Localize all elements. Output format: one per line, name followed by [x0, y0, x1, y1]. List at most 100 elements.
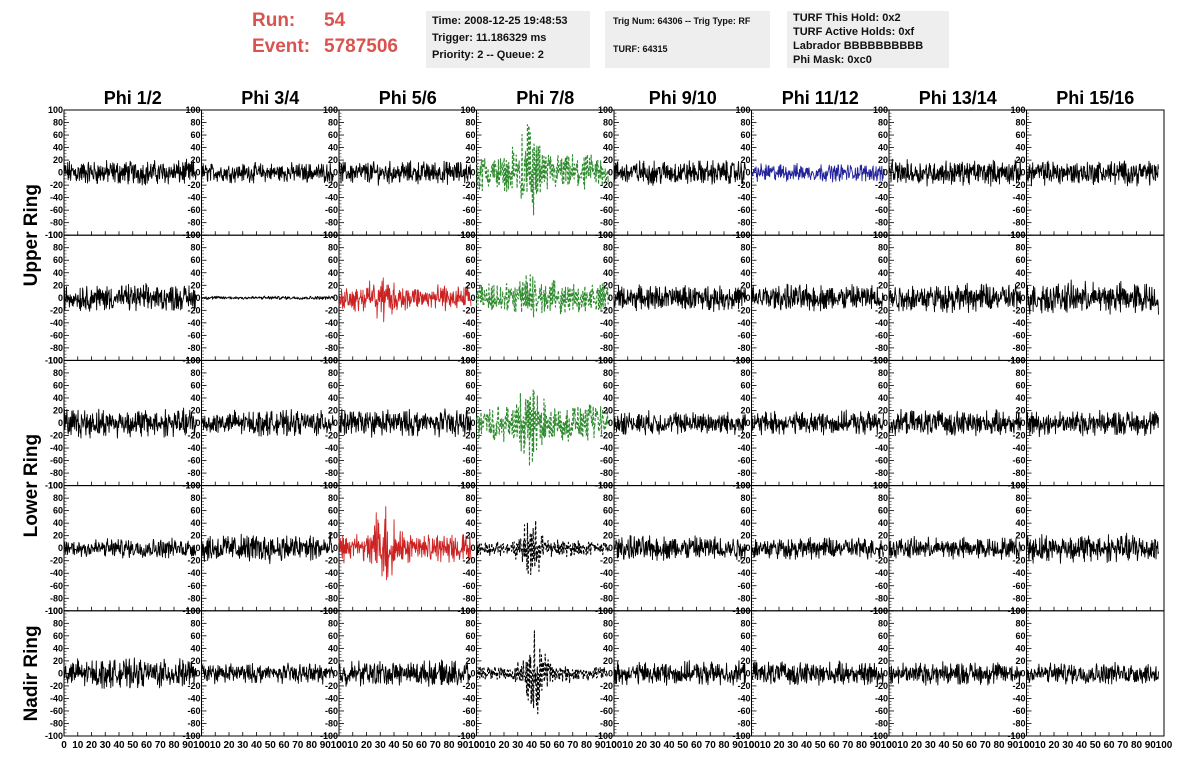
waveform-r5-c6	[751, 660, 884, 687]
y-tick-label: 100	[873, 105, 888, 115]
x-tick-label: 60	[1103, 740, 1115, 751]
y-tick-label: 20	[190, 531, 200, 541]
y-tick-label: 60	[53, 380, 63, 390]
y-tick-label: -40	[325, 193, 338, 203]
trigger-text: Trigger: 11.186329 ms	[432, 32, 547, 44]
x-tick-label: 90	[320, 740, 332, 751]
y-tick-label: -20	[187, 305, 200, 315]
y-tick-label: 0	[333, 293, 338, 303]
x-tick-label: 60	[828, 740, 840, 751]
y-tick-label: -40	[600, 693, 613, 703]
x-tick-label: 40	[938, 740, 950, 751]
y-tick-label: -20	[325, 431, 338, 441]
x-tick-label: 100	[1156, 740, 1173, 751]
waveform-r5-c4	[475, 630, 609, 715]
y-tick-label: 80	[1015, 368, 1025, 378]
y-tick-label: 40	[190, 643, 200, 653]
y-tick-label: 0	[745, 293, 750, 303]
x-tick-label: 80	[443, 740, 455, 751]
y-tick-label: 40	[603, 518, 613, 528]
x-tick-label: 100	[193, 740, 210, 751]
y-tick-label: 80	[465, 243, 475, 253]
y-tick-label: -60	[737, 456, 750, 466]
y-tick-label: -20	[50, 305, 63, 315]
y-tick-label: 0	[1020, 543, 1025, 553]
y-tick-label: 40	[1015, 268, 1025, 278]
y-tick-label: -40	[600, 318, 613, 328]
y-tick-label: -80	[1012, 593, 1025, 603]
y-tick-label: 100	[1010, 105, 1025, 115]
x-tick-label: 30	[787, 740, 799, 751]
y-tick-label: -80	[737, 218, 750, 228]
y-tick-label: -60	[600, 330, 613, 340]
y-tick-label: -40	[50, 443, 63, 453]
y-tick-label: -60	[462, 330, 475, 340]
x-tick-label: 30	[1062, 740, 1074, 751]
y-tick-label: -20	[600, 180, 613, 190]
y-tick-label: -100	[45, 481, 63, 491]
y-tick-label: 0	[745, 543, 750, 553]
y-tick-label: 40	[878, 143, 888, 153]
y-tick-label: 40	[53, 643, 63, 653]
y-tick-label: -20	[187, 556, 200, 566]
y-tick-label: 0	[333, 168, 338, 178]
y-tick-label: 0	[745, 418, 750, 428]
y-tick-label: 60	[740, 130, 750, 140]
priority-text: Priority: 2 -- Queue: 2	[432, 49, 544, 61]
y-tick-label: -60	[187, 205, 200, 215]
y-tick-label: 60	[878, 130, 888, 140]
y-tick-label: -60	[600, 581, 613, 591]
y-tick-label: -40	[737, 193, 750, 203]
y-tick-label: 60	[53, 506, 63, 516]
x-tick-label: 10	[210, 740, 222, 751]
y-tick-label: 60	[328, 506, 338, 516]
y-tick-label: 20	[740, 531, 750, 541]
x-tick-label: 50	[677, 740, 689, 751]
y-tick-label: 40	[53, 393, 63, 403]
y-tick-label: 40	[465, 143, 475, 153]
y-tick-label: -20	[875, 681, 888, 691]
y-tick-label: 100	[1010, 606, 1025, 616]
y-tick-label: 0	[745, 668, 750, 678]
y-tick-label: 0	[883, 418, 888, 428]
y-tick-label: 40	[328, 643, 338, 653]
x-tick-label: 50	[540, 740, 552, 751]
y-tick-label: -20	[462, 180, 475, 190]
x-tick-label: 90	[182, 740, 194, 751]
run-event-box: Run: 54 Event: 5787506	[252, 8, 398, 60]
y-tick-label: -40	[1012, 568, 1025, 578]
y-tick-label: -40	[462, 693, 475, 703]
y-tick-label: 0	[608, 418, 613, 428]
y-tick-label: -40	[462, 443, 475, 453]
x-tick-label: 40	[526, 740, 538, 751]
y-tick-label: -60	[737, 706, 750, 716]
y-tick-label: 0	[333, 668, 338, 678]
waveform-r1-c7	[888, 158, 1022, 187]
y-tick-label: 0	[58, 168, 63, 178]
y-tick-label: 0	[333, 418, 338, 428]
waveform-r5-c7	[888, 661, 1022, 686]
y-tick-label: 0	[1020, 168, 1025, 178]
y-tick-label: 20	[53, 155, 63, 165]
x-tick-label: 30	[650, 740, 662, 751]
y-tick-label: 80	[878, 618, 888, 628]
y-tick-label: 60	[878, 255, 888, 265]
y-tick-label: 100	[598, 606, 613, 616]
x-tick-label: 20	[361, 740, 373, 751]
y-tick-label: -80	[50, 718, 63, 728]
waveform-r5-c1	[63, 657, 197, 689]
y-tick-label: 100	[185, 230, 200, 240]
y-tick-label: 100	[1010, 355, 1025, 365]
y-tick-label: -60	[1012, 330, 1025, 340]
x-tick-label: 80	[581, 740, 593, 751]
y-tick-label: 60	[740, 380, 750, 390]
y-tick-label: -40	[50, 318, 63, 328]
y-tick-label: 100	[460, 230, 475, 240]
y-tick-label: 20	[603, 155, 613, 165]
x-tick-label: 30	[512, 740, 524, 751]
y-tick-label: 100	[48, 355, 63, 365]
y-tick-label: -60	[737, 330, 750, 340]
y-tick-label: 20	[878, 656, 888, 666]
waveform-r5-c8	[1026, 661, 1159, 685]
y-tick-label: 0	[333, 543, 338, 553]
